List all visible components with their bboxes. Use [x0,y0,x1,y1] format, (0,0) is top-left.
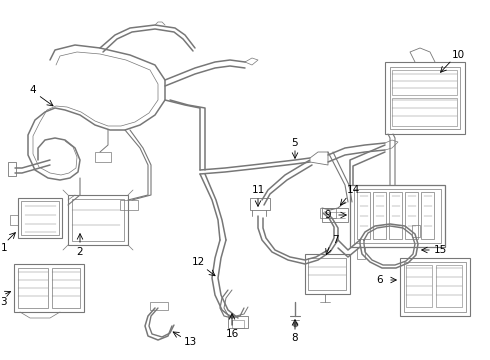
Bar [392,98,457,126]
Bar [305,254,350,294]
Bar [120,200,138,210]
Text: 5: 5 [292,138,298,148]
Text: 1: 1 [0,243,7,253]
Bar [385,62,465,134]
Bar [322,208,348,222]
Bar [357,247,365,259]
Bar [390,67,460,129]
Text: 16: 16 [225,329,239,339]
Bar [150,302,168,310]
Text: 4: 4 [30,85,36,95]
Bar [18,198,62,238]
Bar [228,316,248,328]
Bar [320,208,336,218]
Bar [250,198,270,210]
Bar [412,225,420,237]
Bar [373,192,386,239]
Bar [405,192,418,239]
Bar [350,185,445,247]
Text: 14: 14 [346,185,360,195]
Text: 7: 7 [332,235,338,245]
Text: 12: 12 [192,257,205,267]
Bar [52,268,80,308]
Bar [14,264,84,312]
Bar [406,265,432,307]
Bar [400,258,470,316]
Bar [308,258,346,290]
Text: 13: 13 [183,337,196,347]
Text: 11: 11 [251,185,265,195]
Bar [68,195,128,245]
Bar [232,320,244,328]
Bar [357,192,370,239]
Text: 3: 3 [0,297,6,307]
Text: 2: 2 [77,247,83,257]
Text: 15: 15 [433,245,446,255]
Text: 10: 10 [451,50,465,60]
Bar [21,201,59,235]
Bar [421,192,434,239]
Bar [389,192,402,239]
Bar [72,199,124,241]
Text: 9: 9 [325,210,331,220]
Bar [95,152,111,162]
Bar [8,162,16,176]
Bar [354,189,441,243]
Bar [404,262,466,312]
Bar [18,268,48,308]
Text: 6: 6 [377,275,383,285]
Bar [436,265,462,307]
Text: 8: 8 [292,333,298,343]
Bar [392,70,457,95]
